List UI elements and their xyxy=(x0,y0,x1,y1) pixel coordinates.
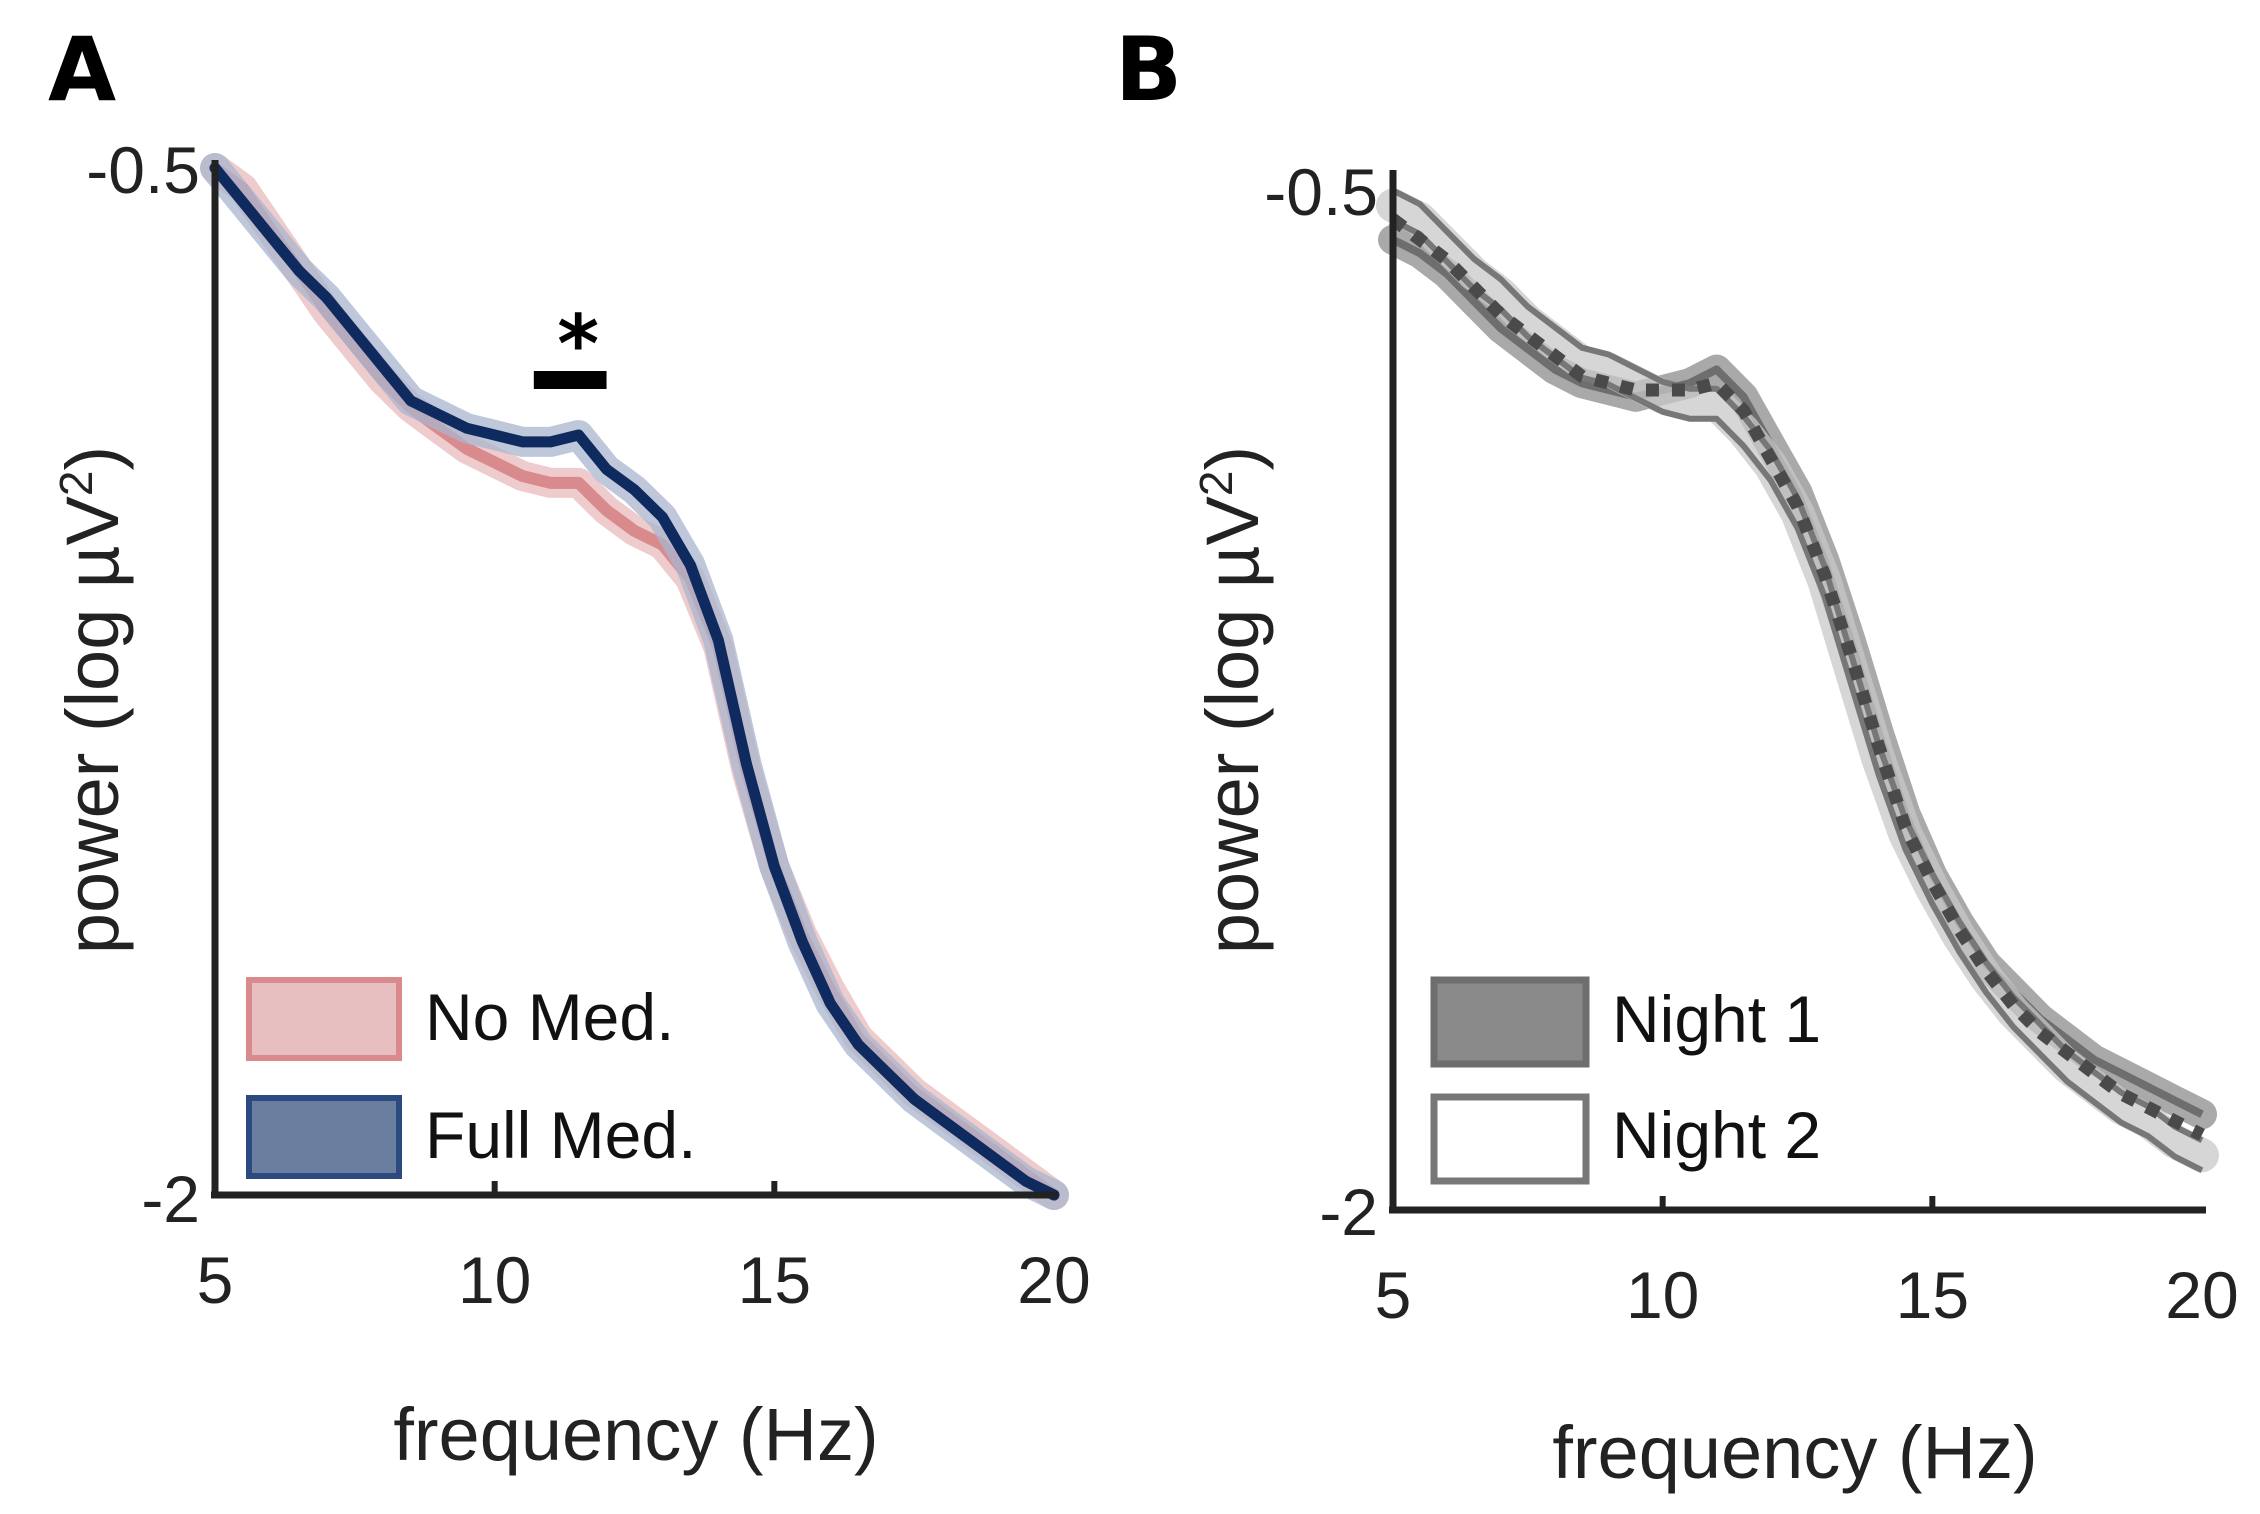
panel-b-ytick-top: -0.5 xyxy=(1264,155,1378,229)
legend-swatch-full-med xyxy=(246,1095,402,1179)
panel-b-x-ticks: 5 10 15 20 xyxy=(1375,1196,2239,1332)
panel-b-edge-lower-night-2 xyxy=(1391,217,2204,1173)
panel-a-ytick-bottom: -2 xyxy=(141,1162,200,1236)
significance-star: * xyxy=(557,298,599,391)
panel-a-xtick-label: 15 xyxy=(738,1243,811,1317)
legend-label-no-med: No Med. xyxy=(425,980,674,1054)
panel-a-line-full-med xyxy=(209,162,1060,1201)
panel-a-y-axis-title: power (log µV2) xyxy=(50,446,134,954)
panel-b-data xyxy=(1376,187,2219,1173)
panel-b-xtick-label: 10 xyxy=(1626,1258,1699,1332)
panel-a-x-axis-title: frequency (Hz) xyxy=(393,1393,878,1476)
panel-a-label: A xyxy=(48,18,116,121)
panel-a-ytick-top: -0.5 xyxy=(86,133,200,207)
panel-b-line-mean xyxy=(1389,214,2205,1141)
legend-swatch-night-1 xyxy=(1430,976,1590,1068)
legend-swatch-no-med xyxy=(246,977,402,1061)
panel-b-ytick-bottom: -2 xyxy=(1319,1175,1378,1249)
panel-b-xtick-label: 5 xyxy=(1375,1258,1412,1332)
panel-b-label: B xyxy=(1115,18,1182,121)
legend-label-night-1: Night 1 xyxy=(1612,982,1821,1056)
legend-label-night-2: Night 2 xyxy=(1612,1098,1821,1172)
panel-a: A 5 10 15 20 -0.5 -2 frequency (Hz) power (… xyxy=(48,18,1091,1476)
panel-a-data xyxy=(200,153,1069,1210)
panel-b-xtick-label: 20 xyxy=(2165,1258,2238,1332)
panel-a-xtick-label: 10 xyxy=(458,1243,531,1317)
panel-b: B 5 10 15 20 -0.5 -2 frequency (Hz) power (… xyxy=(1115,18,2239,1494)
panel-b-x-axis-title: frequency (Hz) xyxy=(1552,1411,2037,1494)
panel-b-band-night-2 xyxy=(1376,188,2219,1173)
panel-a-xtick-label: 20 xyxy=(1017,1243,1090,1317)
panel-a-xtick-label: 5 xyxy=(197,1243,234,1317)
legend-label-full-med: Full Med. xyxy=(425,1098,696,1172)
panel-a-x-ticks: 5 10 15 20 xyxy=(197,1181,1091,1317)
legend-swatch-night-2 xyxy=(1430,1093,1590,1185)
panel-b-y-axis-title: power (log µV2) xyxy=(1190,446,1274,954)
panel-b-xtick-label: 15 xyxy=(1896,1258,1969,1332)
